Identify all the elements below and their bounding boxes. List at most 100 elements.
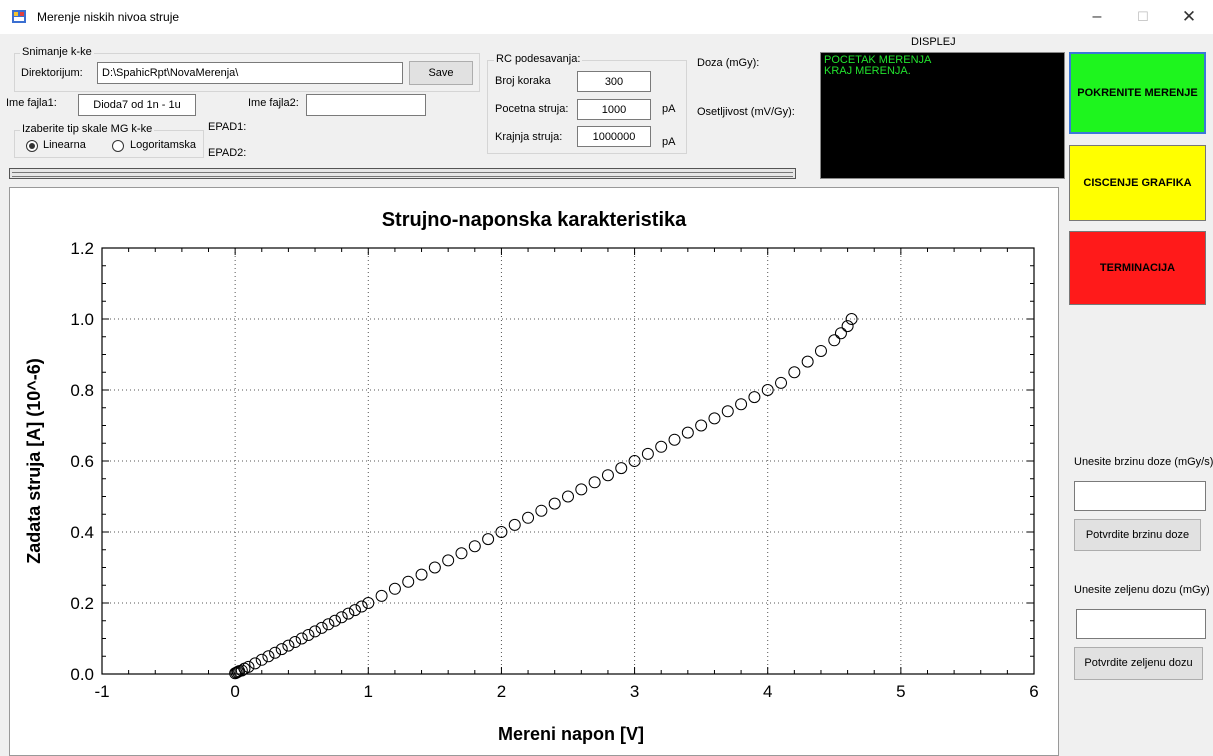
data-point [535,504,548,517]
data-point [428,561,441,574]
data-point [255,653,268,666]
save-button[interactable]: Save [409,61,473,85]
data-point [315,621,328,634]
y-tick-label: 0.2 [70,594,94,613]
data-point [841,320,854,333]
data-point [708,412,721,425]
data-point [295,632,308,645]
iv-chart: Strujno-naponska karakteristika Mereni n… [24,209,1039,744]
radio-log[interactable] [112,140,124,152]
file1-input[interactable]: Dioda7 od 1n - 1u [78,94,196,116]
data-point [748,391,761,404]
x-tick-label: 6 [1029,682,1038,701]
data-point [761,384,774,396]
clear-chart-button[interactable]: CISCENJE GRAFIKA [1069,145,1206,221]
y-tick-label: 1.2 [70,239,94,258]
x-tick-label: 3 [630,682,639,701]
steps-label: Broj koraka [495,75,551,87]
data-point [668,433,681,446]
x-tick-label: 4 [763,682,772,701]
data-point [575,483,588,496]
data-point [681,426,694,439]
data-point [775,376,788,389]
data-point [522,511,535,524]
file2-input[interactable] [306,94,426,116]
display-title: DISPLEJ [911,36,956,48]
data-point [495,526,508,538]
save-group [14,53,480,92]
data-point [455,547,468,560]
data-point [641,447,654,460]
epad2-label: EPAD2: [208,147,247,159]
data-point [262,650,275,663]
radio-log-label: Logoritamska [130,139,197,151]
data-point [275,643,288,656]
data-point [402,575,415,588]
maximize-button[interactable]: ☐ [1137,9,1149,24]
data-point [482,533,495,546]
data-point [415,568,428,581]
display-panel: POCETAK MERENJA KRAJ MERENJA. [820,52,1065,179]
data-point [355,600,368,613]
chart-title: Strujno-naponska karakteristika [382,209,687,231]
data-point [235,664,248,677]
data-point [845,313,858,325]
radio-linear-label: Linearna [43,139,86,151]
radio-linear[interactable] [26,140,38,152]
data-point [628,455,641,467]
window-title: Merenje niskih nivoa struje [37,10,180,24]
display-line: POCETAK MERENJA [824,54,932,66]
app-icon [12,10,26,23]
file2-label: Ime fajla2: [248,97,299,109]
rc-group [487,60,687,154]
y-axis-label: Zadata struja [A] (10^-6) [24,358,44,564]
scale-group-legend: Izaberite tip skale MG k-ke [20,123,155,135]
y-tick-label: 0.8 [70,381,94,400]
data-point [548,497,561,510]
close-button[interactable]: ✕ [1181,7,1197,26]
data-point [695,419,708,432]
end-current-input[interactable]: 1000000 [577,126,651,147]
data-point [735,398,748,411]
data-point [388,582,401,595]
data-point [342,607,355,620]
data-point [322,618,335,631]
data-point [801,355,814,368]
confirm-desired-dose-button[interactable]: Potvrdite zeljenu dozu [1074,647,1203,680]
save-group-legend: Snimanje k-ke [20,46,94,58]
minimize-button[interactable]: – [1092,8,1102,25]
x-tick-label: 5 [896,682,905,701]
data-point [309,625,322,638]
file1-label: Ime fajla1: [6,97,57,109]
steps-input[interactable]: 300 [577,71,651,92]
data-point [249,657,262,670]
plot-area [101,247,1035,675]
confirm-dose-rate-button[interactable]: Potvrdite brzinu doze [1074,519,1201,551]
data-point [362,597,375,609]
data-point [615,462,628,475]
data-point [230,666,243,679]
data-point [242,660,255,673]
data-point [655,440,668,453]
directory-input[interactable]: D:\SpahicRpt\NovaMerenja\ [97,62,403,84]
x-tick-label: 0 [230,682,239,701]
rc-group-legend: RC podesavanja: [494,53,583,65]
data-point [721,405,734,418]
epad1-label: EPAD1: [208,121,247,133]
y-tick-label: 0.4 [70,523,94,542]
data-point [601,469,614,482]
end-current-unit: pA [662,136,676,148]
start-measurement-button[interactable]: POKRENITE MERENJE [1069,52,1206,134]
dose-rate-input[interactable] [1074,481,1206,511]
data-point [335,611,348,624]
data-point [375,589,388,602]
data-point [588,476,601,489]
x-tick-label: 2 [497,682,506,701]
desired-dose-label: Unesite zeljenu dozu (mGy) [1074,584,1210,596]
data-point [468,540,481,553]
directory-label: Direktorijum: [21,67,83,79]
terminate-button[interactable]: TERMINACIJA [1069,231,1206,305]
desired-dose-input[interactable] [1076,609,1206,639]
y-tick-label: 1.0 [70,310,94,329]
start-current-input[interactable]: 1000 [577,99,651,120]
